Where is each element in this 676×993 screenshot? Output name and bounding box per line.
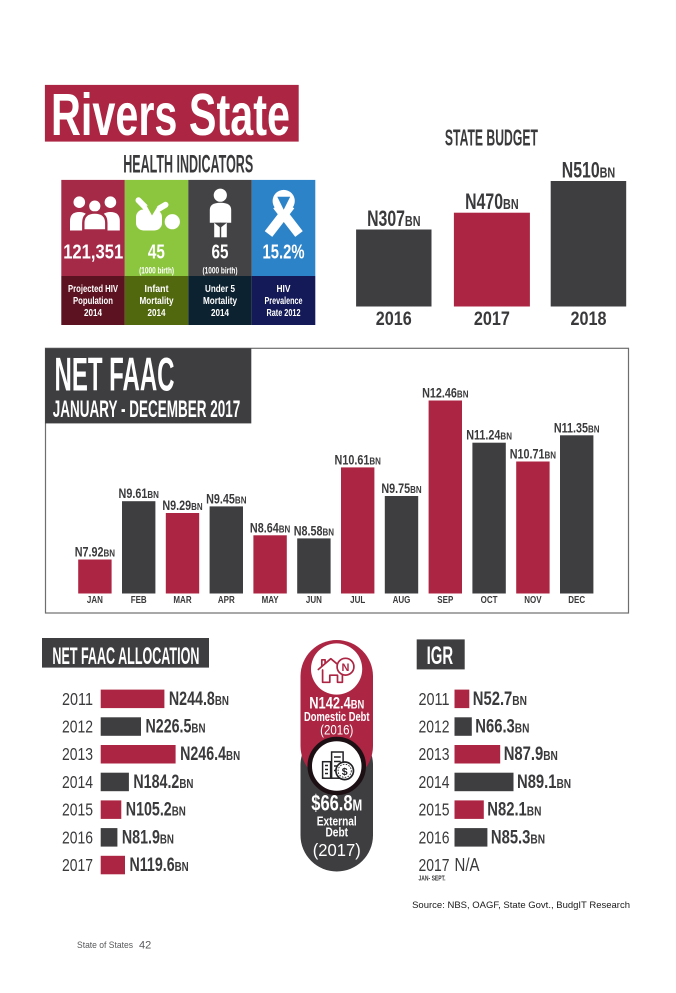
- svg-text:Mortality: Mortality: [203, 295, 237, 307]
- svg-text:2011: 2011: [419, 689, 450, 709]
- svg-text:N9.61BN: N9.61BN: [119, 486, 159, 501]
- svg-text:NOV: NOV: [524, 594, 541, 605]
- svg-text:2015: 2015: [419, 800, 450, 820]
- svg-text:(2016): (2016): [320, 721, 353, 737]
- svg-text:N184.2BN: N184.2BN: [133, 771, 193, 792]
- svg-text:N11.35BN: N11.35BN: [554, 420, 600, 435]
- svg-text:2018: 2018: [571, 309, 607, 330]
- svg-text:2016: 2016: [376, 309, 412, 330]
- svg-text:JANUARY - DECEMBER 2017: JANUARY - DECEMBER 2017: [53, 396, 241, 423]
- svg-text:HIV: HIV: [277, 283, 291, 295]
- svg-text:N87.9BN: N87.9BN: [504, 743, 558, 764]
- svg-text:External: External: [317, 814, 357, 828]
- svg-text:SEP: SEP: [437, 594, 453, 605]
- svg-text:2016: 2016: [419, 827, 450, 847]
- svg-text:JAN: JAN: [87, 594, 103, 605]
- svg-text:N226.5BN: N226.5BN: [146, 716, 206, 737]
- svg-text:Infant: Infant: [145, 283, 169, 295]
- svg-text:N10.71BN: N10.71BN: [510, 446, 556, 461]
- svg-text:N9.75BN: N9.75BN: [381, 481, 421, 496]
- svg-text:IGR: IGR: [427, 642, 454, 670]
- svg-text:N470BN: N470BN: [465, 191, 518, 215]
- svg-text:42: 42: [139, 940, 151, 952]
- svg-text:$66.8M: $66.8M: [311, 791, 362, 816]
- svg-text:2011: 2011: [62, 689, 93, 709]
- svg-text:Source: NBS, OAGF, State Govt.: Source: NBS, OAGF, State Govt., BudgIT R…: [412, 900, 630, 911]
- svg-text:JUL: JUL: [350, 594, 366, 605]
- svg-text:N8.58BN: N8.58BN: [294, 523, 334, 538]
- svg-text:MAR: MAR: [173, 594, 192, 605]
- svg-text:N9.45BN: N9.45BN: [206, 491, 246, 506]
- svg-text:FEB: FEB: [131, 594, 147, 605]
- svg-text:N: N: [342, 662, 350, 674]
- svg-text:2014: 2014: [148, 307, 166, 319]
- svg-text:2012: 2012: [62, 717, 93, 737]
- svg-text:65: 65: [212, 241, 229, 264]
- svg-text:Rivers State: Rivers State: [51, 82, 290, 148]
- svg-text:N82.1BN: N82.1BN: [487, 799, 541, 820]
- svg-text:2014: 2014: [419, 772, 450, 792]
- svg-text:AUG: AUG: [393, 594, 411, 605]
- svg-text:2014: 2014: [84, 307, 102, 319]
- svg-text:(1000 birth): (1000 birth): [139, 265, 174, 275]
- svg-text:NET FAAC: NET FAAC: [55, 347, 175, 400]
- svg-text:NET FAAC ALLOCATION: NET FAAC ALLOCATION: [52, 643, 199, 670]
- svg-text:Rate 2012: Rate 2012: [267, 307, 301, 319]
- svg-text:45: 45: [148, 241, 165, 264]
- svg-text:15.2%: 15.2%: [263, 241, 305, 264]
- svg-text:N119.6BN: N119.6BN: [130, 854, 189, 875]
- svg-text:Domestic Debt: Domestic Debt: [304, 711, 370, 725]
- svg-text:N8.64BN: N8.64BN: [250, 520, 290, 535]
- svg-text:2014: 2014: [211, 307, 229, 319]
- svg-text:(1000 birth): (1000 birth): [203, 265, 238, 275]
- svg-text:DEC: DEC: [568, 594, 585, 605]
- svg-text:2012: 2012: [419, 717, 450, 737]
- svg-text:STATE BUDGET: STATE BUDGET: [445, 125, 538, 151]
- svg-text:APR: APR: [218, 594, 235, 605]
- svg-text:N10.61BN: N10.61BN: [335, 452, 381, 467]
- svg-text:JUN: JUN: [306, 594, 322, 605]
- svg-text:2014: 2014: [62, 772, 93, 792]
- svg-text:2016: 2016: [62, 827, 93, 847]
- svg-text:N510BN: N510BN: [562, 159, 615, 183]
- svg-text:N52.7BN: N52.7BN: [473, 688, 527, 709]
- svg-text:N142.4BN: N142.4BN: [309, 695, 364, 713]
- svg-text:MAY: MAY: [262, 594, 279, 605]
- svg-text:JAN- SEPT.: JAN- SEPT.: [419, 876, 446, 883]
- svg-text:Mortality: Mortality: [140, 295, 174, 307]
- svg-text:2017: 2017: [419, 855, 450, 875]
- svg-text:N/A: N/A: [455, 855, 480, 875]
- svg-text:Population: Population: [73, 295, 113, 307]
- svg-text:OCT: OCT: [481, 594, 498, 605]
- svg-text:N11.24BN: N11.24BN: [466, 428, 512, 443]
- svg-text:N246.4BN: N246.4BN: [180, 743, 240, 764]
- svg-text:2017: 2017: [62, 855, 93, 875]
- svg-text:Prevalence: Prevalence: [265, 295, 303, 307]
- svg-text:N307BN: N307BN: [367, 208, 420, 232]
- svg-text:HEALTH INDICATORS: HEALTH INDICATORS: [123, 151, 253, 179]
- svg-text:121,351: 121,351: [63, 241, 123, 264]
- svg-text:N7.92BN: N7.92BN: [75, 544, 115, 559]
- svg-text:N89.1BN: N89.1BN: [517, 771, 571, 792]
- svg-text:2015: 2015: [62, 800, 93, 820]
- svg-text:Projected HIV: Projected HIV: [68, 283, 118, 295]
- svg-text:2013: 2013: [62, 744, 93, 764]
- svg-text:$: $: [342, 766, 348, 778]
- svg-text:2017: 2017: [474, 309, 510, 330]
- svg-text:N12.46BN: N12.46BN: [422, 385, 468, 400]
- svg-text:N105.2BN: N105.2BN: [126, 799, 186, 820]
- svg-text:2013: 2013: [419, 744, 450, 764]
- svg-text:N66.3BN: N66.3BN: [475, 716, 529, 737]
- svg-text:N85.3BN: N85.3BN: [491, 827, 545, 848]
- svg-text:N244.8BN: N244.8BN: [169, 688, 229, 709]
- svg-text:Under 5: Under 5: [205, 283, 235, 295]
- svg-text:N81.9BN: N81.9BN: [122, 826, 174, 847]
- svg-text:Debt: Debt: [325, 825, 348, 839]
- svg-text:N9.29BN: N9.29BN: [162, 498, 202, 513]
- svg-text:(2017): (2017): [313, 841, 361, 860]
- svg-text:State of States: State of States: [77, 940, 133, 951]
